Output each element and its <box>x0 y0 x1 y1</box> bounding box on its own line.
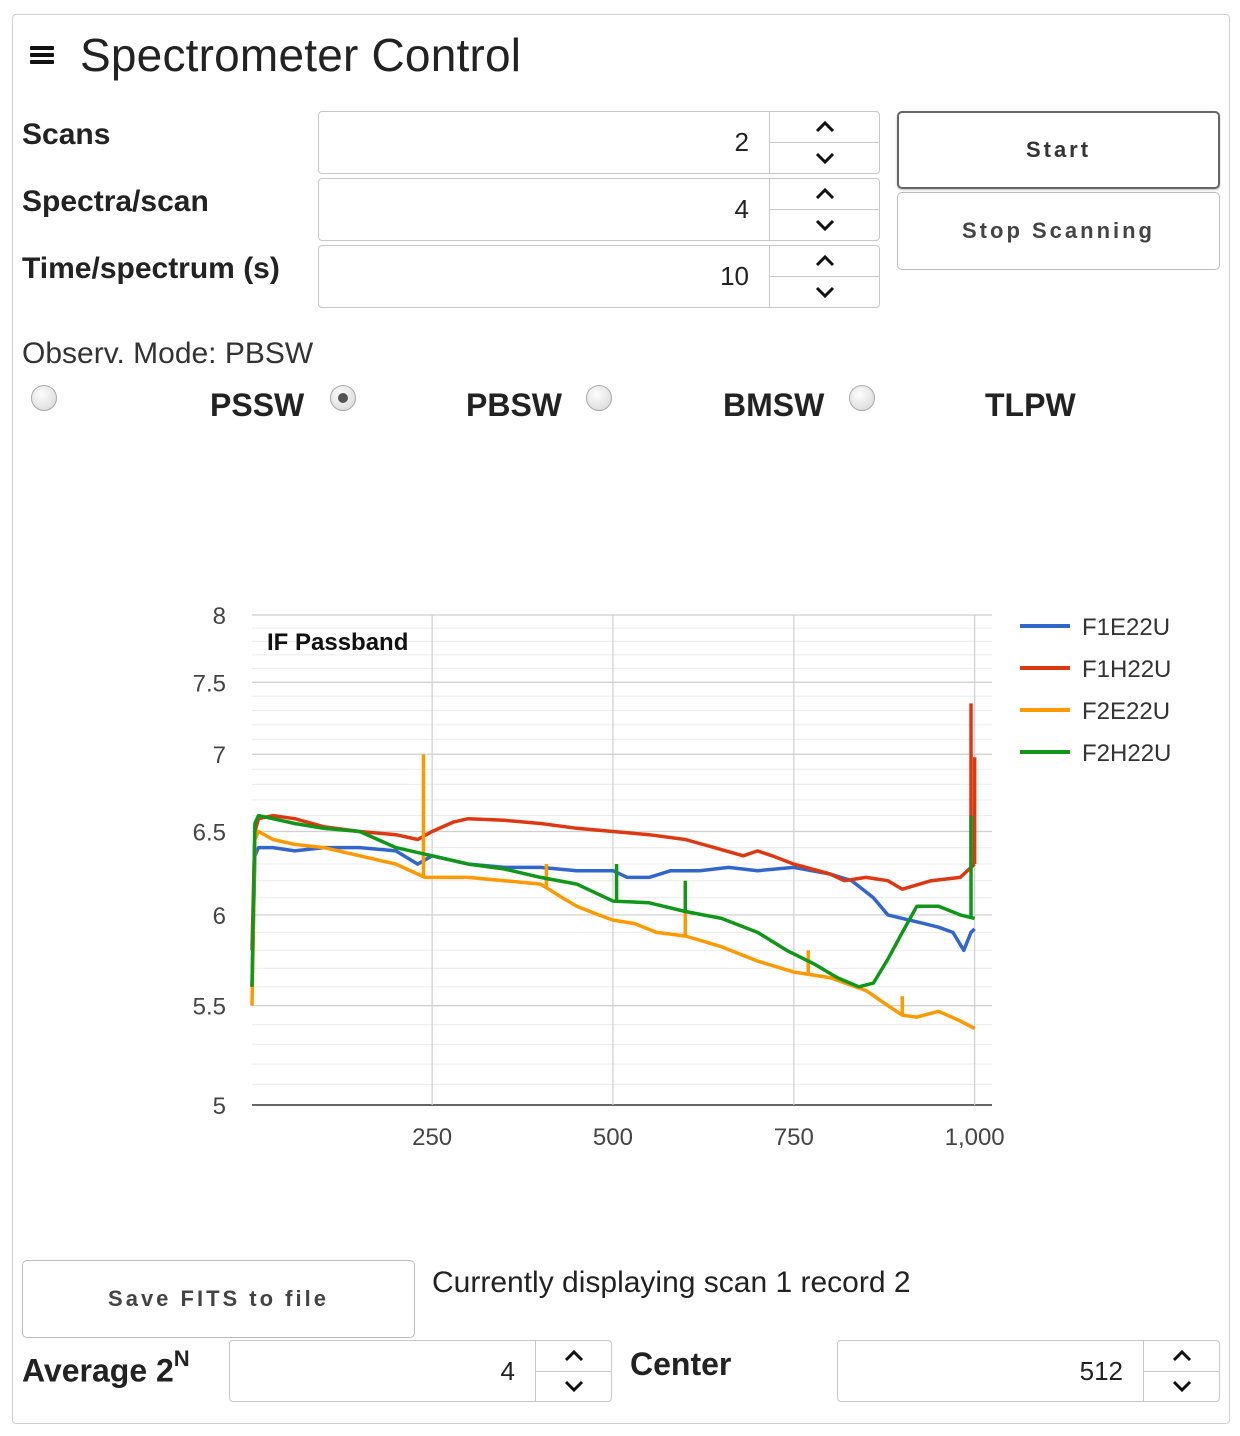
average-label-base: Average 2 <box>22 1352 174 1389</box>
chevron-down-icon[interactable] <box>770 209 879 240</box>
chevron-down-icon[interactable] <box>770 142 879 173</box>
average-label: Average 2N <box>22 1346 190 1390</box>
save-fits-button[interactable]: Save FITS to file <box>22 1260 415 1338</box>
chevron-up-icon[interactable] <box>770 246 879 276</box>
average-input[interactable]: 4 <box>500 1355 515 1386</box>
center-stepper[interactable]: 512 <box>837 1340 1220 1402</box>
series-line-F1E22U <box>250 845 976 987</box>
average-stepper[interactable]: 4 <box>229 1340 612 1402</box>
chart-title: IF Passband <box>267 629 408 656</box>
spectra-per-scan-input[interactable]: 4 <box>734 194 749 224</box>
observ-mode-label: Observ. Mode: PBSW <box>22 337 314 370</box>
x-tick-label: 750 <box>774 1124 814 1151</box>
chevron-down-icon[interactable] <box>536 1370 611 1402</box>
spectra-per-scan-stepper[interactable]: 4 <box>318 178 880 241</box>
chevron-down-icon[interactable] <box>770 276 879 307</box>
y-tick-label: 5.5 <box>193 994 226 1021</box>
radio-pssw[interactable] <box>31 385 57 411</box>
y-tick-label: 7.5 <box>193 670 226 697</box>
chevron-down-icon[interactable] <box>1144 1370 1219 1402</box>
chevron-up-icon[interactable] <box>536 1341 611 1371</box>
time-per-spectrum-label: Time/spectrum (s) <box>22 252 280 285</box>
start-button[interactable]: Start <box>897 111 1220 189</box>
series-line-F2E22U <box>250 829 976 1031</box>
y-tick-label: 5 <box>213 1093 226 1120</box>
y-tick-label: 8 <box>213 603 226 630</box>
if-passband-chart: 5 5.5 6 6.5 7 7.5 8 250 500 750 1,000 IF Passband… <box>193 603 1172 1151</box>
average-label-sup: N <box>173 1346 190 1371</box>
chevron-up-icon[interactable] <box>770 112 879 142</box>
y-tick-label: 6.5 <box>193 819 226 846</box>
scans-stepper[interactable]: 2 <box>318 111 880 174</box>
stop-scanning-button[interactable]: Stop Scanning <box>897 192 1220 270</box>
chevron-up-icon[interactable] <box>1144 1341 1219 1371</box>
page-title: Spectrometer Control <box>80 29 522 81</box>
series-line-F2H22U <box>250 813 976 989</box>
chevron-up-icon[interactable] <box>770 179 879 209</box>
spectra-per-scan-label: Spectra/scan <box>22 185 209 218</box>
status-text: Currently displaying scan 1 record 2 <box>432 1266 911 1299</box>
hamburger-icon[interactable] <box>30 46 54 64</box>
radio-label-pssw: PSSW <box>210 387 305 423</box>
radio-bmsw[interactable] <box>586 385 612 411</box>
radio-label-tlpw: TLPW <box>985 387 1076 423</box>
x-tick-label: 500 <box>593 1124 633 1151</box>
legend-label: F1H22U <box>1082 656 1171 683</box>
center-input[interactable]: 512 <box>1079 1355 1123 1386</box>
radio-tlpw[interactable] <box>849 385 875 411</box>
y-tick-label: 6 <box>213 903 226 930</box>
x-tick-label: 250 <box>412 1124 452 1151</box>
y-tick-label: 7 <box>213 742 226 769</box>
time-per-spectrum-input[interactable]: 10 <box>720 261 749 291</box>
time-per-spectrum-stepper[interactable]: 10 <box>318 245 880 308</box>
scans-label: Scans <box>22 118 111 151</box>
legend-label: F2E22U <box>1082 698 1170 725</box>
x-tick-label: 1,000 <box>945 1124 1005 1151</box>
center-label: Center <box>630 1346 732 1382</box>
title-bar: Spectrometer Control <box>30 29 522 81</box>
legend-label: F1E22U <box>1082 614 1170 641</box>
radio-label-bmsw: BMSW <box>723 387 825 423</box>
legend-label: F2H22U <box>1082 740 1171 767</box>
scans-input[interactable]: 2 <box>734 127 749 157</box>
radio-label-pbsw: PBSW <box>466 387 562 423</box>
radio-pbsw[interactable] <box>330 385 356 411</box>
